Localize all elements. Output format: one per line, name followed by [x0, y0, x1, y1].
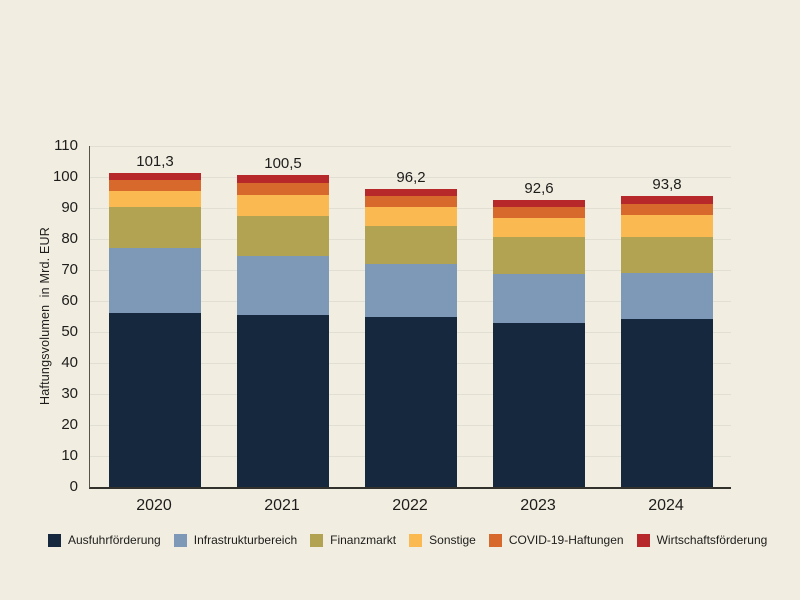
y-tick-label: 50: [61, 323, 78, 340]
bar-2024-segment-infrastrukturbereich: [621, 273, 713, 320]
bar-2024-segment-ausfuhrf-rderung: [621, 319, 713, 487]
bar-2021-segment-wirtschaftsf-rderung: [237, 175, 329, 184]
bar-2021: [237, 175, 329, 487]
y-tick-label: 0: [69, 478, 78, 495]
bar-2024-segment-finanzmarkt: [621, 236, 713, 274]
bar-2022-segment-wirtschaftsf-rderung: [365, 188, 457, 196]
bar-2021-segment-covid-19-haftungen: [237, 183, 329, 195]
y-tick-label: 100: [52, 168, 78, 185]
legend-swatch: [409, 533, 423, 547]
y-tick-label: 20: [61, 416, 78, 433]
bar-2021-segment-ausfuhrf-rderung: [237, 314, 329, 487]
y-tick-label: 40: [61, 354, 78, 371]
legend-item-wirtschaftsf-rderung: Wirtschaftsförderung: [636, 533, 768, 547]
bar-2024-segment-covid-19-haftungen: [621, 204, 713, 216]
legend-swatch: [310, 533, 324, 547]
legend-label: COVID-19-Haftungen: [508, 533, 624, 547]
bar-total-label: 101,3: [136, 152, 174, 170]
plot-area: 101,3 100,5 96,2 92,6 93,8: [89, 146, 731, 489]
legend-label: Finanzmarkt: [330, 533, 397, 547]
bar-2023-segment-infrastrukturbereich: [493, 274, 585, 324]
bar-2022-segment-infrastrukturbereich: [365, 264, 457, 317]
legend-swatch: [173, 533, 187, 547]
x-axis-label: 2022: [392, 497, 428, 514]
gridline: [90, 146, 731, 147]
legend-label: Sonstige: [429, 533, 476, 547]
x-axis-label: 2024: [648, 497, 684, 514]
y-tick-label: 30: [61, 385, 78, 402]
bar-total-label: 96,2: [396, 168, 426, 186]
bar-2022-segment-finanzmarkt: [365, 225, 457, 265]
bar-2020-segment-infrastrukturbereich: [109, 247, 201, 314]
bar-2023: [493, 199, 585, 487]
bar-2022-segment-sonstige: [365, 206, 457, 226]
bar-2021-segment-finanzmarkt: [237, 215, 329, 257]
legend-item-finanzmarkt: Finanzmarkt: [310, 533, 396, 547]
x-axis-label: 2020: [136, 497, 172, 514]
bar-2022-segment-ausfuhrf-rderung: [365, 316, 457, 487]
bar-2024: [621, 196, 713, 487]
bar-2020-segment-sonstige: [109, 191, 201, 208]
bar-total-label: 100,5: [264, 155, 302, 173]
bar-2023-segment-sonstige: [493, 218, 585, 237]
bar-2020: [109, 173, 201, 487]
bar-total-label: 93,8: [652, 176, 682, 194]
legend-label: Wirtschaftsförderung: [656, 533, 768, 547]
bar-2020-segment-ausfuhrf-rderung: [109, 313, 201, 487]
y-tick-label: 60: [61, 292, 78, 309]
bar-2021-segment-sonstige: [237, 195, 329, 216]
y-tick-label: 10: [61, 447, 78, 464]
bar-2021-segment-infrastrukturbereich: [237, 256, 329, 315]
legend: Ausfuhrförderung Infrastrukturbereich Fina…: [48, 533, 767, 547]
bar-2022: [365, 188, 457, 487]
bar-2024-segment-sonstige: [621, 215, 713, 237]
legend-label: Infrastrukturbereich: [193, 533, 298, 547]
legend-item-sonstige: Sonstige: [409, 533, 476, 547]
legend-item-infrastrukturbereich: Infrastrukturbereich: [173, 533, 298, 547]
bar-2023-segment-wirtschaftsf-rderung: [493, 199, 585, 207]
y-tick-label: 110: [54, 137, 78, 154]
legend-item-ausfuhrf-rderung: Ausfuhrförderung: [48, 533, 161, 547]
bar-2023-segment-ausfuhrf-rderung: [493, 323, 585, 487]
legend-swatch: [48, 533, 61, 547]
bar-2023-segment-finanzmarkt: [493, 236, 585, 275]
bar-2022-segment-covid-19-haftungen: [365, 195, 457, 207]
y-tick-label: 70: [61, 261, 78, 278]
legend-swatch: [488, 533, 502, 547]
bar-2023-segment-covid-19-haftungen: [493, 206, 585, 219]
legend-label: Ausfuhrförderung: [68, 533, 161, 547]
y-axis-title: Haftungsvolumen in Mrd. EUR: [38, 227, 52, 405]
bar-total-label: 92,6: [524, 179, 554, 197]
gridline: [90, 177, 731, 178]
y-tick-label: 90: [61, 199, 78, 216]
legend-swatch: [636, 533, 650, 547]
bar-2020-segment-wirtschaftsf-rderung: [109, 173, 201, 180]
bar-2020-segment-finanzmarkt: [109, 207, 201, 248]
bar-2020-segment-covid-19-haftungen: [109, 179, 201, 192]
bar-2024-segment-wirtschaftsf-rderung: [621, 196, 713, 204]
y-tick-label: 80: [61, 230, 78, 247]
legend-item-covid-19-haftungen: COVID-19-Haftungen: [488, 533, 624, 547]
x-axis-label: 2023: [520, 497, 556, 514]
x-axis-label: 2021: [264, 497, 300, 514]
